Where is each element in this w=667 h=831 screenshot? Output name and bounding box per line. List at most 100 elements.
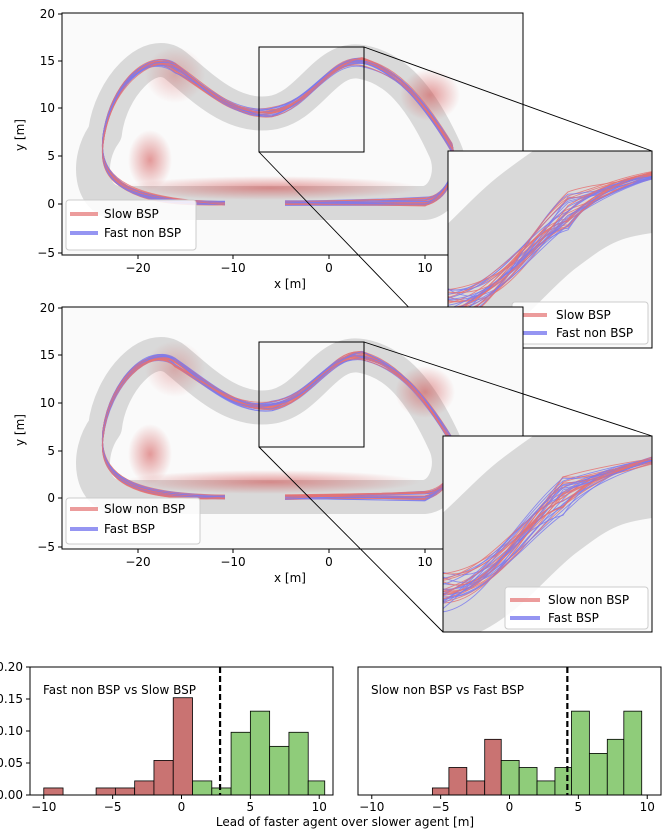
x-tick-label: 0	[325, 261, 333, 275]
y-tick-label: 10	[40, 396, 55, 410]
inset-legend-label: Slow BSP	[556, 308, 611, 322]
legend-label: Fast BSP	[104, 522, 155, 536]
inset-trajectory-line	[448, 174, 652, 328]
histogram-bar	[466, 780, 486, 796]
y-tick-label: 5	[47, 149, 55, 163]
zoom-box-top	[258, 46, 365, 153]
histogram-bar	[448, 767, 468, 796]
histogram-bar	[518, 767, 538, 796]
y-ticks-top: 20 15 10 5 0 −5	[37, 7, 62, 260]
inset-trajectory-line	[443, 459, 652, 609]
x-ticks-middle: −20 −10 0 10	[125, 549, 433, 569]
x-tick-label: −5	[104, 800, 122, 814]
y-tick-label: 0	[47, 491, 55, 505]
shared-x-axis-label: Lead of faster agent over slower agent […	[216, 815, 474, 829]
y-tick-label: 15	[40, 54, 55, 68]
legend-middle: Slow non BSP Fast BSP	[65, 497, 201, 545]
inset-legend-label: Fast BSP	[548, 611, 599, 625]
inset-trajectory-line	[443, 456, 652, 581]
inset-trajectories-middle	[443, 456, 652, 613]
y-tick-label: 0.05	[0, 756, 23, 770]
x-tick-label: 5	[247, 800, 255, 814]
histogram-annotation: Fast non BSP vs Slow BSP	[43, 683, 196, 697]
inset-trajectory-line	[448, 176, 652, 300]
y-tick-label: 0.00	[0, 788, 23, 802]
inset-legend-label: Fast non BSP	[556, 326, 633, 340]
y-tick-label: 15	[40, 348, 55, 362]
x-tick-label: −10	[220, 261, 245, 275]
inset-trajectory-line	[448, 171, 652, 324]
inset-legend-top: Slow BSP Fast non BSP	[511, 301, 649, 345]
histogram-bar	[211, 787, 232, 796]
inset-trajectory-line	[448, 177, 652, 314]
histogram-bar	[95, 787, 116, 796]
x-tick-label: −10	[359, 800, 384, 814]
legend-top: Slow BSP Fast non BSP	[65, 199, 197, 251]
y-tick-label: −5	[37, 246, 55, 260]
zoom-box-middle	[258, 341, 365, 448]
y-axis-label: y [m]	[13, 414, 27, 446]
legend-label: Slow BSP	[104, 207, 159, 221]
trajectories-top	[102, 57, 455, 207]
y-tick-label: 10	[40, 101, 55, 115]
histogram-bar	[484, 738, 502, 796]
x-tick-label: 0	[325, 555, 333, 569]
y-axis-label: y [m]	[13, 119, 27, 151]
x-axis-label: x [m]	[274, 277, 306, 291]
histogram-bar	[153, 760, 174, 796]
histogram-right: Slow non BSP vs Fast BSP −10 −5 0 5 10	[357, 666, 662, 814]
inset-trajectories-top	[448, 171, 652, 328]
histogram-bar	[134, 780, 155, 796]
histogram-bar	[230, 731, 251, 796]
histogram-bar	[192, 780, 213, 796]
inset-trajectory-line	[443, 458, 652, 591]
histogram-bar	[114, 787, 136, 796]
x-tick-label: 5	[575, 800, 583, 814]
x-tick-label: −20	[125, 555, 150, 569]
track-plot-top-area	[76, 43, 466, 220]
trajectories-middle	[102, 350, 455, 502]
histogram-bar	[307, 780, 326, 796]
histogram-bar	[606, 738, 625, 796]
x-tick-label: 10	[640, 800, 655, 814]
y-tick-label: 0.10	[0, 724, 23, 738]
inset-trajectory-line	[448, 176, 652, 297]
histogram-bar	[571, 710, 590, 796]
y-ticks-middle: 20 15 10 5 0 −5	[37, 301, 62, 554]
histogram-bar	[172, 697, 193, 796]
track-plot-top: 20 15 10 5 0 −5 −20 −10 0 10 x [m] y [m]…	[13, 7, 653, 349]
y-tick-label: 20	[40, 7, 55, 21]
y-tick-label: 0	[47, 197, 55, 211]
x-ticks-top: −20 −10 0 10	[125, 255, 433, 275]
x-tick-label: 10	[417, 261, 432, 275]
inset-trajectory-line	[448, 173, 652, 294]
histogram-annotation: Slow non BSP vs Fast BSP	[371, 683, 524, 697]
inset-trajectory-line	[448, 172, 652, 312]
histogram-left: Fast non BSP vs Slow BSP −10 −5 0 5 10 0.00 0.…	[0, 660, 334, 814]
inset-trajectory-line	[443, 457, 652, 596]
histogram-right-bars	[431, 667, 643, 796]
histogram-bar	[623, 710, 643, 796]
histogram-bar	[288, 731, 309, 796]
inset-trajectory-line	[448, 177, 652, 320]
zoom-inset-middle: Slow non BSP Fast BSP	[442, 435, 653, 633]
x-axis-label: x [m]	[274, 571, 306, 585]
y-tick-label: 0.15	[0, 692, 23, 706]
histogram-bar	[269, 745, 290, 796]
histogram-bar	[249, 710, 271, 796]
x-tick-label: 10	[312, 800, 327, 814]
inset-trajectory-line	[443, 458, 652, 580]
x-tick-label: −20	[125, 261, 150, 275]
y-tick-label: 5	[47, 444, 55, 458]
y-tick-label: 20	[40, 301, 55, 315]
histogram-bar	[588, 753, 608, 796]
histogram-bar	[431, 787, 450, 796]
x-tick-label: 10	[417, 555, 432, 569]
histogram-bar	[554, 767, 572, 796]
trajectory-line	[102, 358, 455, 499]
y-tick-label: 0.20	[0, 660, 23, 674]
legend-label: Slow non BSP	[104, 502, 185, 516]
histogram-bar	[536, 780, 556, 796]
x-tick-label: −10	[31, 800, 56, 814]
